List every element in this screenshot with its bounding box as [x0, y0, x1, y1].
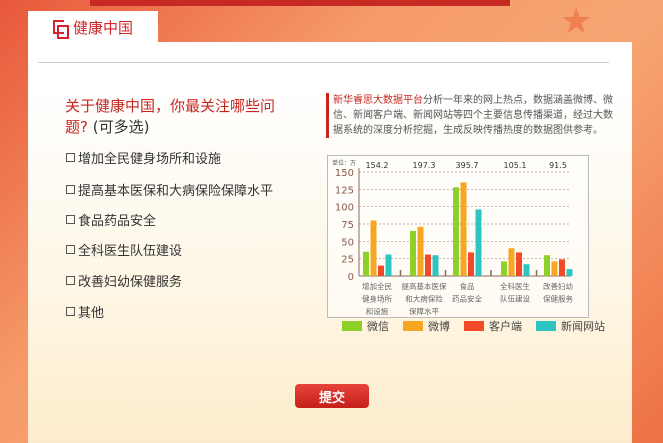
bar — [363, 251, 369, 276]
bar — [370, 220, 377, 276]
checkbox-icon[interactable] — [66, 185, 75, 194]
x-tick-label: 药品安全 — [452, 294, 482, 304]
question-mode: (可多选) — [92, 118, 150, 136]
bar — [551, 261, 558, 276]
checkbox-icon[interactable] — [66, 307, 75, 316]
option-checkbox[interactable]: 其他 — [66, 302, 104, 321]
bar — [432, 255, 439, 276]
x-tick-label: 改善妇幼 — [543, 281, 573, 291]
y-tick-label: 0 — [348, 272, 354, 283]
tab-health-china[interactable]: 健康中国 — [28, 11, 158, 43]
y-tick-label: 100 — [335, 203, 354, 214]
option-label: 改善妇幼保健服务 — [78, 275, 183, 290]
legend-swatch — [342, 321, 362, 331]
option-label: 全科医生队伍建设 — [78, 244, 183, 259]
total-label: 197.3 — [413, 161, 436, 170]
bar — [544, 255, 550, 276]
unit-label: 单位：万 — [332, 159, 356, 167]
legend-item: 客户端 — [464, 318, 522, 334]
bar — [410, 230, 416, 276]
option-checkbox[interactable]: 增加全民健身场所和设施 — [66, 148, 221, 167]
x-tick-label: 和大病保险 — [405, 294, 443, 304]
question-text: 关于健康中国，你最关注哪些问题? — [65, 97, 276, 136]
bar-chart: 单位：万 0 25 50 75 100 125 150 154.2 增加全民健身场所和设施 197.… — [327, 155, 589, 318]
x-tick-label: 保障水平 — [409, 306, 439, 316]
legend-swatch — [536, 321, 556, 331]
option-label: 增加全民健身场所和设施 — [78, 152, 222, 167]
intro-source: 新华睿思大数据平台 — [333, 95, 423, 106]
bar — [501, 261, 507, 276]
bar — [385, 254, 392, 276]
total-label: 154.2 — [366, 161, 389, 170]
question-title: 关于健康中国，你最关注哪些问题? (可多选) — [65, 96, 290, 138]
x-tick-label: 队伍建设 — [500, 294, 530, 304]
chart-svg: 单位：万 0 25 50 75 100 125 150 154.2 增加全民健身场所和设施 197.… — [332, 159, 573, 316]
bar — [566, 269, 573, 276]
bar — [559, 259, 565, 276]
x-tick-label: 保健服务 — [543, 294, 573, 304]
y-tick-label: 50 — [341, 237, 354, 248]
option-label: 食品药品安全 — [78, 214, 157, 229]
legend-item: 微信 — [342, 318, 389, 334]
bar — [453, 187, 459, 276]
x-tick-label: 健身场所 — [362, 294, 392, 304]
total-label: 395.7 — [456, 161, 479, 170]
y-tick-label: 75 — [341, 220, 354, 231]
bar — [516, 252, 522, 276]
option-checkbox[interactable]: 提高基本医保和大病保险保障水平 — [66, 180, 273, 199]
total-label: 105.1 — [504, 161, 527, 170]
x-tick-label: 和设施 — [366, 306, 389, 316]
option-checkbox[interactable]: 改善妇幼保健服务 — [66, 271, 182, 290]
bar — [425, 254, 431, 276]
document-icon — [53, 20, 69, 39]
checkbox-icon[interactable] — [66, 153, 75, 162]
total-label: 91.5 — [549, 161, 567, 170]
legend-swatch — [403, 321, 423, 331]
checkbox-icon[interactable] — [66, 245, 75, 254]
x-tick-label: 全科医生 — [500, 281, 530, 291]
checkbox-icon[interactable] — [66, 215, 75, 224]
legend-swatch — [464, 321, 484, 331]
option-label: 提高基本医保和大病保险保障水平 — [78, 184, 274, 199]
y-tick-label: 125 — [335, 185, 354, 196]
divider — [38, 62, 609, 63]
x-tick-label: 提高基本医保 — [402, 281, 447, 291]
y-tick-label: 150 — [335, 168, 354, 179]
tab-label: 健康中国 — [73, 18, 134, 37]
option-label: 其他 — [78, 306, 105, 321]
intro-text: 新华睿思大数据平台分析一年来的网上热点，数据涵盖微博、微信、新闻客户端、新闻网站… — [326, 93, 616, 138]
bar — [468, 252, 474, 276]
legend-label: 新闻网站 — [561, 320, 605, 333]
intro-body: 分析一年来的网上热点，数据涵盖微博、微信、新闻客户端、新闻网站等四个主要信息传播… — [333, 95, 613, 136]
x-tick-label: 食品 — [460, 281, 475, 291]
y-tick-label: 25 — [341, 255, 354, 266]
submit-button[interactable]: 提交 — [295, 384, 369, 408]
checkbox-icon[interactable] — [66, 276, 75, 285]
legend-label: 客户端 — [489, 320, 522, 333]
bar — [460, 182, 467, 276]
bar — [475, 209, 482, 276]
legend-label: 微博 — [428, 320, 450, 333]
bar — [417, 226, 424, 276]
star-icon: ★ — [560, 1, 593, 42]
bar — [523, 264, 530, 276]
banner-decoration — [90, 0, 510, 6]
bar — [378, 265, 384, 276]
bar — [508, 248, 515, 276]
option-checkbox[interactable]: 全科医生队伍建设 — [66, 240, 182, 259]
chart-legend: 微信 微博 客户端 新闻网站 — [342, 318, 605, 334]
legend-label: 微信 — [367, 320, 389, 333]
legend-item: 微博 — [403, 318, 450, 334]
option-checkbox[interactable]: 食品药品安全 — [66, 210, 156, 229]
x-tick-label: 增加全民 — [362, 281, 392, 291]
legend-item: 新闻网站 — [536, 318, 605, 334]
